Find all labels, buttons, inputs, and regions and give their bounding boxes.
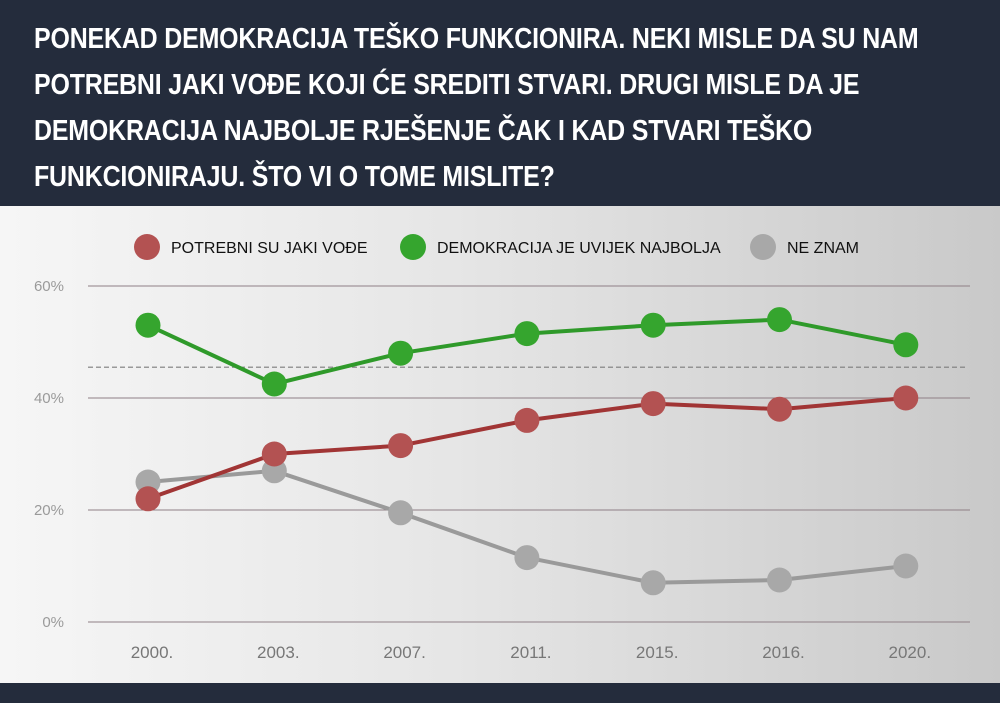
data-point [893,332,919,358]
data-point [135,486,161,512]
series-markers [135,307,919,596]
y-tick-label: 20% [34,502,64,519]
data-point [514,407,540,433]
data-point [388,500,414,526]
chart-title: PONEKAD DEMOKRACIJA TEŠKO FUNKCIONIRA. N… [34,23,919,193]
data-point [640,312,666,338]
line-chart: 0% 20% 40% 60% POTREBNI SU JAKI VOĐE DEMOKRA… [34,234,970,662]
data-point [261,441,287,467]
x-tick-label: 2015. [636,643,679,662]
grid: 0% 20% 40% 60% [34,278,970,631]
data-point [261,371,287,397]
data-point [767,307,792,333]
data-point [640,391,666,417]
legend: POTREBNI SU JAKI VOĐE DEMOKRACIJA JE UVIJ… [134,234,859,260]
data-point [893,385,919,411]
legend-label: NE ZNAM [787,240,859,257]
data-point [767,567,792,593]
x-tick-label: 2007. [383,643,426,662]
data-point [893,553,919,579]
legend-marker [750,234,776,260]
legend-marker [134,234,160,260]
data-point [514,545,540,571]
data-point [640,570,666,596]
legend-label: DEMOKRACIJA JE UVIJEK NAJBOLJA [437,240,721,257]
legend-marker [400,234,426,260]
y-tick-label: 0% [42,614,64,631]
series-lines [147,317,907,585]
header: PONEKAD DEMOKRACIJA TEŠKO FUNKCIONIRA. N… [0,0,1000,206]
data-point [388,340,414,366]
y-tick-label: 60% [34,278,64,295]
data-point [514,321,540,347]
y-tick-label: 40% [34,390,64,407]
x-tick-label: 2020. [889,643,932,662]
legend-label: POTREBNI SU JAKI VOĐE [171,240,367,257]
x-tick-label: 2000. [131,643,174,662]
data-point [767,396,792,422]
x-tick-label: 2003. [257,643,300,662]
data-point [388,433,414,459]
footer-bar [0,683,1000,703]
data-point [135,312,161,338]
x-axis: 2000. 2003. 2007. 2011. 2015. 2016. 2020. [131,643,931,662]
x-tick-label: 2016. [762,643,805,662]
chart-panel: 0% 20% 40% 60% POTREBNI SU JAKI VOĐE DEMOKRA… [0,206,1000,683]
x-tick-label: 2011. [510,643,551,662]
